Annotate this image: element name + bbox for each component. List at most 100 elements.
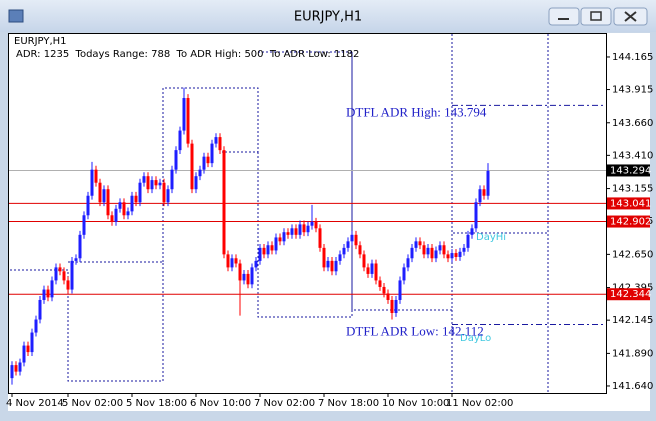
candle-body	[446, 254, 450, 259]
plot-border	[8, 33, 607, 394]
candle-body	[226, 254, 230, 268]
candle-body	[302, 224, 306, 233]
candle-body	[350, 234, 354, 242]
x-tick-label: 5 Nov 02:00	[62, 398, 123, 409]
candle-body	[218, 137, 222, 151]
title-bar	[0, 0, 656, 32]
minimize-button[interactable]	[548, 7, 580, 26]
candle-body	[38, 299, 42, 320]
day-high-label: DayHi	[476, 232, 506, 243]
candle-body	[330, 260, 334, 272]
candle-body	[46, 289, 50, 298]
candle-body	[134, 195, 138, 203]
candle-body	[182, 98, 186, 131]
candle-body	[306, 225, 310, 233]
x-tick-label: 4 Nov 2014	[6, 398, 64, 409]
y-tick-label: 143.410	[612, 150, 653, 161]
candle-body	[290, 228, 294, 235]
candle-body	[62, 271, 66, 281]
restore-button[interactable]	[580, 7, 612, 26]
candle-body	[270, 245, 274, 251]
candle-body	[354, 234, 358, 246]
candle-body	[34, 319, 38, 333]
price-level-label: 143.294	[610, 165, 651, 176]
candle-body	[482, 189, 486, 196]
window-title: EURJPY,H1	[294, 10, 362, 25]
candle-body	[50, 280, 54, 298]
candle-body	[110, 215, 114, 222]
candle-body	[254, 260, 258, 268]
candle-body	[282, 232, 286, 242]
candle-body	[410, 247, 414, 259]
candle-body	[166, 189, 170, 203]
y-tick-label: 143.155	[612, 184, 653, 195]
adr-label: DTFL ADR High: 143.794	[346, 104, 487, 119]
candle-body	[274, 237, 278, 251]
candle-body	[186, 98, 190, 144]
candle-body	[366, 267, 370, 274]
candle-body	[66, 280, 70, 290]
candle-body	[130, 195, 134, 212]
price-level-box	[607, 197, 650, 210]
candle-body	[54, 267, 58, 281]
candle-body	[486, 170, 490, 196]
candle-body	[174, 150, 178, 170]
candle-body	[142, 176, 146, 183]
candle-body	[102, 189, 106, 203]
candle-body	[398, 280, 402, 300]
candle-body	[94, 169, 98, 183]
candle-body	[202, 156, 206, 170]
candle-body	[286, 232, 290, 235]
candle-body	[98, 182, 102, 203]
candle-body	[158, 182, 162, 186]
candle-body	[294, 228, 298, 235]
candle-body	[318, 228, 322, 248]
candle-body	[326, 260, 330, 268]
chart-symbol: EURJPY,H1	[14, 36, 67, 47]
candle-body	[450, 253, 454, 259]
candle-body	[214, 137, 218, 144]
candle-body	[462, 247, 466, 252]
candle-body	[114, 208, 118, 222]
candle-body	[18, 362, 22, 372]
candle-body	[58, 267, 62, 272]
candle-body	[230, 258, 234, 268]
close-icon	[624, 11, 637, 22]
candle-body	[162, 182, 166, 203]
candle-body	[278, 237, 282, 242]
price-level-label: 143.041	[610, 198, 651, 209]
candle-body	[222, 150, 226, 255]
candle-body	[146, 176, 150, 190]
candle-body	[314, 221, 318, 229]
candle-body	[10, 365, 14, 379]
candle-body	[406, 258, 410, 268]
candle-body	[82, 215, 86, 235]
candle-body	[118, 202, 122, 209]
candle-body	[334, 260, 338, 272]
candle-body	[430, 247, 434, 259]
restore-icon	[590, 11, 602, 21]
candle-body	[298, 224, 302, 235]
x-tick-label: 5 Nov 18:00	[126, 398, 187, 409]
candle-body	[78, 234, 82, 259]
candle-body	[126, 211, 130, 216]
candle-body	[206, 156, 210, 164]
candle-body	[322, 247, 326, 268]
candle-body	[30, 332, 34, 353]
window-icon	[8, 9, 24, 23]
candle-body	[426, 247, 430, 255]
candle-body	[198, 169, 202, 177]
candle-body	[382, 286, 386, 294]
candle-body	[14, 365, 18, 372]
candle-body	[170, 169, 174, 190]
candle-body	[390, 299, 394, 313]
candle-body	[362, 254, 366, 268]
candle-body	[154, 180, 158, 186]
candle-body	[258, 247, 262, 261]
candle-body	[346, 241, 350, 248]
candle-body	[370, 263, 374, 274]
y-tick-label: 142.145	[612, 315, 653, 326]
candle-body	[138, 182, 142, 203]
